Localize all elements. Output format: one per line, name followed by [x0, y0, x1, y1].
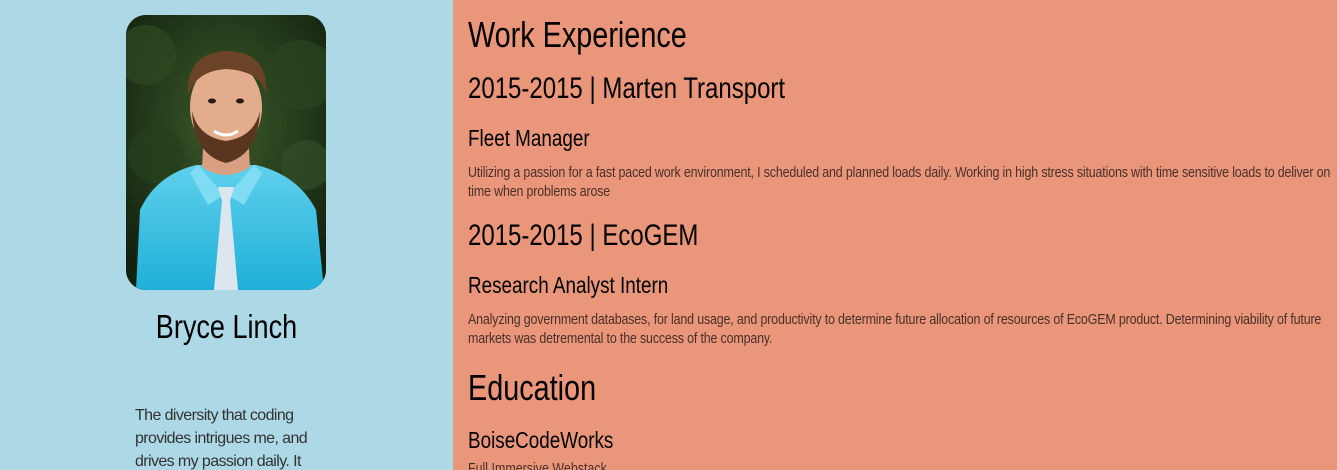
- job-role: Fleet Manager: [468, 125, 590, 151]
- education-heading: Education: [468, 367, 597, 408]
- job-title: 2015-2015 | EcoGEM: [468, 219, 699, 252]
- profile-bio: The diversity that coding provides intri…: [135, 407, 308, 470]
- education-school: BoiseCodeWorks: [468, 427, 614, 453]
- profile-sidebar: Bryce Linch The diversity that coding pr…: [0, 0, 453, 470]
- work-experience-heading: Work Experience: [468, 14, 687, 55]
- education-program: Full Immersive Webstack: [468, 460, 607, 470]
- profile-photo: [126, 15, 326, 290]
- job-title: 2015-2015 | Marten Transport: [468, 72, 786, 105]
- job-description: Analyzing government databases, for land…: [468, 311, 1322, 347]
- job-description: Utilizing a passion for a fast paced wor…: [468, 164, 1331, 200]
- profile-name: Bryce Linch: [155, 308, 298, 345]
- job-role: Research Analyst Intern: [468, 272, 669, 298]
- resume-main: Work Experience 2015-2015 | Marten Trans…: [453, 0, 1337, 470]
